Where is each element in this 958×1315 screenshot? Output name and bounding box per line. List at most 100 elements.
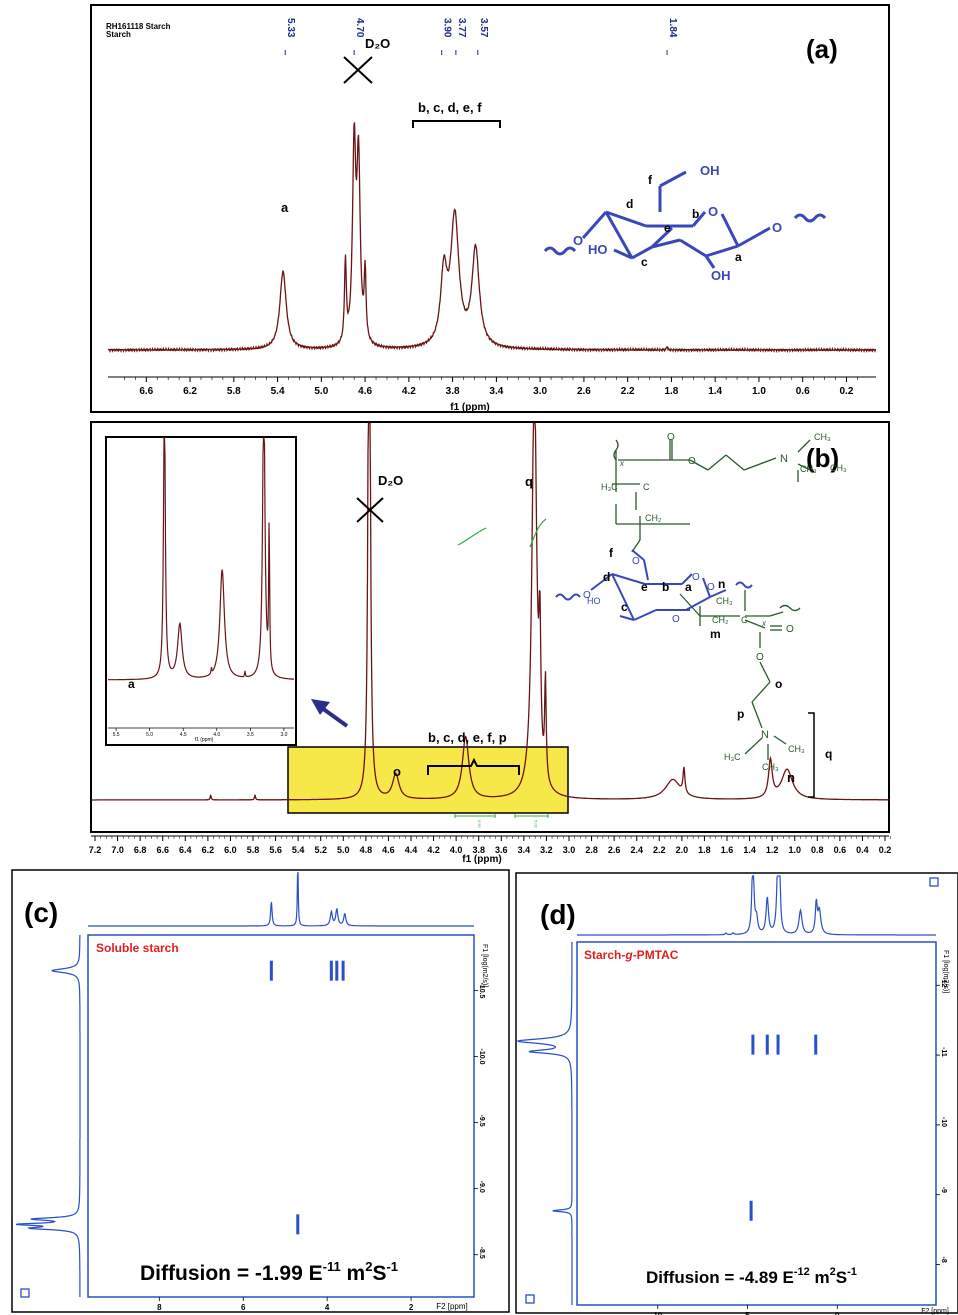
pmtac-letter-d: d — [603, 570, 610, 584]
x-tick-label: 5 — [745, 1311, 750, 1315]
panel-d-top-projection — [577, 875, 936, 936]
x-tick-label: 3.4 — [518, 845, 531, 855]
panel-c-top-projection — [88, 871, 474, 927]
x-tick-label: 7.2 — [89, 845, 102, 855]
panel-b-peak-q-label: q — [525, 474, 533, 489]
panel-d-diffusion-exp: -12 — [794, 1266, 810, 1278]
panel-b-integrals: 0.50 5.00 — [454, 814, 549, 829]
peak-label: 3.90 — [442, 18, 453, 38]
panel-d-plot-frame — [576, 941, 937, 1306]
inset-frame — [105, 436, 297, 746]
x-tick-label: 0.6 — [834, 845, 847, 855]
x-tick-label: 4.2 — [427, 845, 440, 855]
x-tick-label: 1.8 — [664, 386, 678, 397]
panel-d-unit-mid: S — [836, 1268, 847, 1287]
x-tick-label: 3.0 — [563, 845, 576, 855]
x-tick-label: 3.5 — [247, 732, 254, 738]
panel-c-ylabel: F1 [log(m2/s)] — [481, 944, 488, 987]
panel-c-label: (c) — [24, 897, 58, 928]
integral-value: 0.50 — [477, 820, 482, 829]
pmtac-atom-o-3: O — [756, 652, 764, 663]
x-tick-label: 4.0 — [450, 845, 463, 855]
panel-d-label-g: g — [624, 948, 633, 962]
pmtac-atom-h3c-1: H₃C — [601, 482, 618, 492]
panel-b-peak-n-label: n — [787, 770, 795, 785]
inset-axis: 5.5 5.0 4.5 4.0 3.5 3.0 — [108, 727, 294, 738]
pmtac-letter-n: n — [718, 577, 725, 591]
panel-c-diffusion-text: Diffusion = -1.99 E — [140, 1262, 323, 1285]
panel-d-cross-peaks — [749, 1034, 818, 1221]
x-tick-label: 6.6 — [156, 845, 169, 855]
x-tick-label: 4.5 — [180, 732, 187, 738]
panel-d-frame — [515, 872, 958, 1314]
x-tick-label: 5.2 — [314, 845, 327, 855]
x-tick-label: 1.6 — [721, 845, 734, 855]
x-tick-label: 6.0 — [224, 845, 237, 855]
x-tick-label: 1.0 — [788, 845, 801, 855]
panel-d-label-suffix: -PMTAC — [633, 948, 679, 962]
panel-d-xlabel: F2 [ppm] — [921, 1308, 949, 1315]
pmtac-glucose-o-ring: O — [692, 572, 700, 583]
glucose-letter-a: a — [735, 250, 742, 264]
panel-a-solvent-label: D₂O — [365, 36, 390, 51]
left-projection-line — [15, 935, 81, 1297]
y-tick-label: -10 — [940, 1117, 947, 1127]
pmtac-atom-ch3-3: CH₃ — [830, 463, 847, 473]
square-icon — [929, 877, 939, 887]
panel-d-unit-exp1: 2 — [830, 1266, 836, 1278]
glucose-atom-ho: HO — [588, 242, 608, 257]
x-tick-label: 1.4 — [708, 386, 722, 397]
x-tick-label: 6.4 — [179, 845, 192, 855]
panel-b: (b) 0.50 5.00 7.2 7.0 6.8 6.6 6.4 6.2 6.0 5.8 5.6… — [89, 421, 891, 865]
x-tick-label: 4.6 — [382, 845, 395, 855]
y-tick-label: -12 — [940, 977, 947, 987]
pmtac-atom-ch2-2: CH₂ — [712, 615, 729, 625]
panel-d-y-axis: -12 -11 -10 -9 -8 — [936, 977, 947, 1265]
glucose-letter-f: f — [648, 173, 653, 187]
x-tick-label: 3.0 — [280, 732, 287, 738]
pmtac-atom-o-ester: O — [688, 456, 696, 467]
panel-c-plot-frame — [87, 934, 475, 1298]
x-tick-label: 3.0 — [533, 386, 547, 397]
panel-a-header-2: Starch — [106, 30, 131, 39]
square-icon — [525, 1294, 535, 1304]
solvent-cross-icon — [356, 497, 384, 523]
y-tick-label: -9 — [940, 1187, 947, 1193]
panel-b-group-label: b, c, d, e, f, p — [428, 730, 507, 745]
x-tick-label: 3.2 — [540, 845, 553, 855]
pmtac-atom-n-2: N — [761, 729, 769, 741]
panel-d-diffusion-text: Diffusion = -4.89 E — [646, 1268, 794, 1287]
left-projection-line — [516, 942, 573, 1305]
cross-peak — [269, 960, 273, 981]
panel-d-ylabel: F1 [log(m2/s)] — [942, 950, 949, 993]
glucose-letter-b: b — [692, 207, 699, 221]
x-tick-label: 2 — [409, 1303, 414, 1312]
integral-value: 5.00 — [534, 820, 539, 829]
panel-c-xlabel: F2 [ppm] — [436, 1302, 468, 1311]
x-tick-label: 4.2 — [402, 386, 416, 397]
integral-bar — [454, 814, 496, 818]
glucose-letter-e: e — [664, 221, 671, 235]
inset-peak-a-label: a — [128, 677, 135, 691]
panel-b-inset: 5.5 5.0 4.5 4.0 3.5 3.0 f1 (ppm) a — [105, 436, 297, 746]
pmtac-letter-b: b — [662, 580, 669, 594]
pmtac-atom-ch3-2: CH₃ — [800, 464, 817, 474]
square-icon — [20, 1288, 30, 1298]
x-tick-label: 3.6 — [495, 845, 508, 855]
peak-label: 3.57 — [478, 18, 489, 38]
panel-c-diffusion-unit: m — [341, 1262, 366, 1285]
pmtac-letter-x-2: x — [761, 619, 767, 628]
panel-a-group-label: b, c, d, e, f — [418, 100, 482, 115]
peak-label: 4.70 — [354, 18, 365, 38]
pmtac-atom-h3c-2: H₃C — [724, 752, 741, 762]
pmtac-atom-ch3-4: CH₃ — [716, 596, 733, 606]
inset-xlabel: f1 (ppm) — [195, 737, 214, 743]
panel-c-sample-label: Soluble starch — [96, 941, 179, 955]
x-tick-label: 5.8 — [227, 386, 241, 397]
panel-d: (d) Starch-g-PMTAC 1050 -12-11-10-9-8 F2… — [515, 872, 958, 1315]
panel-a-label: (a) — [806, 34, 838, 64]
x-tick-label: 6 — [241, 1303, 246, 1312]
x-tick-label: 4.8 — [360, 845, 373, 855]
panel-c-y-axis: -10.5 -10.0 -9.5 -9.0 -8.5 — [474, 982, 485, 1259]
